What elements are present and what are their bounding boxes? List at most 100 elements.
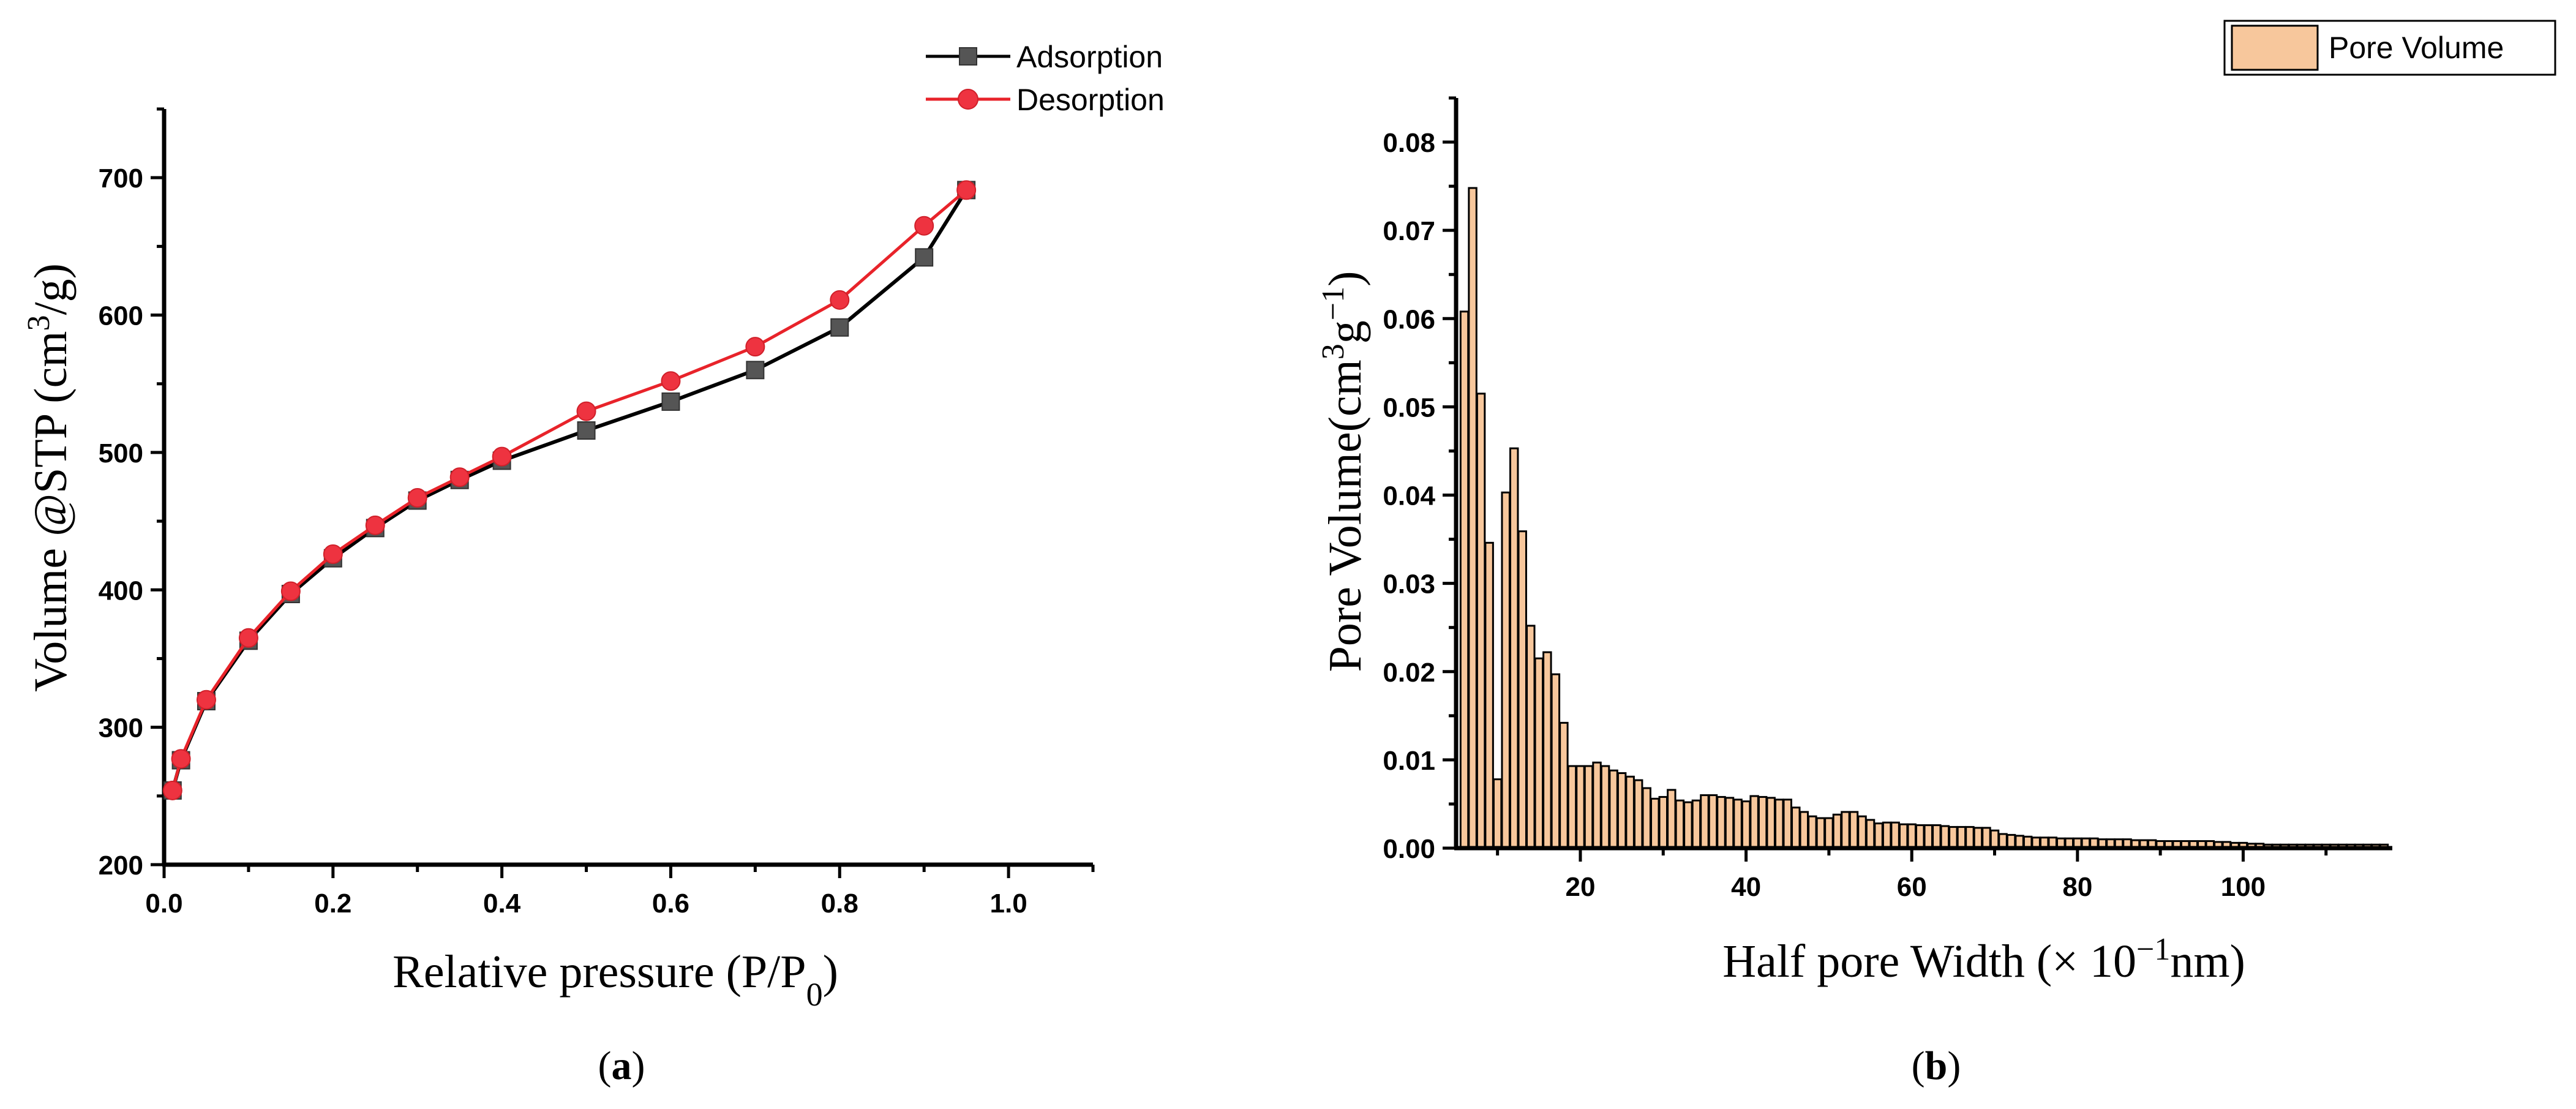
chart-b-bar [1609,769,1618,849]
chart-a-y-axis-title: Volume @STP (cm3/g) [21,263,77,692]
chart-a-x-tick-label: 0.6 [652,889,689,919]
chart-a-desorption-point [280,581,301,601]
chart-a-desorption-point [830,290,850,310]
chart-b-bar [1550,673,1561,849]
chart-b-bar [1766,797,1776,849]
chart-a-x-ticks: 0.0 0.2 0.4 0.6 0.8 1.0 [145,865,1095,919]
chart-b-bar [1617,772,1627,849]
chart-a-desorption-point [196,690,216,710]
chart-b-y-ticks: 0.00 0.01 0.02 0.03 0.04 0.05 0.06 0.07 0.08 [1383,96,1456,864]
bar-swatch-icon [2231,24,2319,71]
chart-b-y-axis-title: Pore Volume(cm3g−1) [1316,271,1372,672]
chart-b-bar [1907,823,1917,849]
chart-b-pore-distribution: 20 40 60 80 100 0.00 0.01 0.02 0.03 0.04 0.05 0.06… [1316,20,2556,1088]
chart-b-bar [1932,824,1942,849]
chart-b-bar [1583,765,1594,849]
chart-a-y-tick-label: 500 [99,438,143,468]
chart-b-x-tick-label: 100 [2221,872,2266,902]
chart-b-y-tick-label: 0.05 [1383,393,1435,423]
chart-a-legend: Adsorption Desorption [926,40,1165,117]
chart-b-legend-label: Pore Volume [2329,31,2504,65]
chart-b-bar [1509,447,1519,849]
chart-b-bar [1741,800,1751,849]
chart-b-bar [1600,765,1610,849]
chart-b-bar [1774,799,1784,849]
chart-b-bar [1956,825,1967,849]
chart-b-bar [1650,797,1660,849]
chart-a-y-tick-label: 400 [99,576,143,606]
chart-a-desorption-point [576,401,596,421]
chart-b-y-tick-label: 0.07 [1383,216,1435,246]
chart-b-x-tick-label: 60 [1897,872,1927,902]
chart-b-bar [1683,801,1693,849]
chart-b-bar [1948,825,1958,849]
chart-a-desorption-point [914,216,934,236]
chart-a-desorption-point [171,749,191,769]
chart-a-panel-label: (a) [598,1043,645,1088]
chart-a-desorption-point [323,544,343,564]
chart-b-bar [1468,187,1478,849]
chart-b-bar [1989,829,2000,849]
chart-b-y-tick-label: 0.06 [1383,304,1435,334]
chart-a-y-ticks: 200 300 400 500 600 700 [99,107,164,881]
chart-a-y-tick-label: 700 [99,164,143,194]
chart-a-axes [162,109,1093,867]
chart-b-bar [1501,491,1511,849]
chart-b-bar [1492,778,1503,849]
chart-b-bar [1675,799,1685,849]
chart-a-desorption-point [956,180,977,200]
chart-b-bar [1915,824,1925,849]
chart-a-legend-desorption: Desorption [926,83,1165,117]
chart-b-panel-letter: b [1925,1043,1948,1088]
chart-a-desorption-point [162,780,182,800]
chart-b-bar [1890,821,1900,849]
chart-a-desorption-point [745,337,765,357]
circle-marker-icon [958,89,978,110]
chart-a-desorption-point [449,467,470,487]
chart-b-panel-label: (b) [1912,1043,1961,1088]
chart-b-bar [1559,721,1569,849]
chart-a-x-tick-label: 0.4 [483,889,521,919]
chart-b-bar [1534,657,1544,849]
chart-b-axes [1454,98,2392,851]
chart-b-bar [1716,795,1726,849]
chart-b-y-tick-label: 0.03 [1383,570,1435,600]
chart-b-bar [1923,824,1933,849]
chart-b-bar [1816,817,1826,849]
chart-a-desorption-point [365,515,385,535]
square-marker-icon [959,47,977,66]
chart-b-bar [1849,811,1859,849]
chart-a-adsorption-point [915,248,934,267]
chart-b-bar [1700,794,1710,849]
chart-b-legend: Pore Volume [2223,20,2556,76]
chart-b-bar [1981,827,1991,849]
chart-a-adsorption-point [830,318,849,337]
chart-b-bar [1857,815,1867,849]
chart-a-adsorption-point [661,392,680,411]
chart-a-x-tick-label: 0.8 [821,889,858,919]
chart-b-bar [1476,393,1486,849]
chart-b-bar [1633,779,1643,849]
chart-a-x-tick-label: 0.2 [314,889,351,919]
chart-b-bar [1865,819,1876,849]
chart-b-bar [1708,794,1718,849]
chart-a-desorption-point [238,628,258,648]
chart-a-y-tick-label: 200 [99,851,143,881]
chart-b-bar [1526,625,1536,849]
chart-b-y-tick-label: 0.08 [1383,128,1435,158]
chart-a-series-desorption [162,180,977,800]
chart-b-bar [1808,815,1817,849]
chart-a-legend-label: Desorption [1016,83,1165,117]
chart-b-y-tick-label: 0.00 [1383,834,1435,864]
chart-b-bar [1757,795,1768,849]
chart-b-bar [1459,310,1470,849]
chart-b-bar [1567,765,1577,849]
chart-b-bar [1965,825,1975,849]
chart-b-x-tick-label: 40 [1731,872,1761,902]
chart-b-bar [1667,789,1677,849]
chart-b-bar [1882,821,1892,849]
chart-a-legend-label: Adsorption [1016,40,1163,74]
chart-b-bar [1625,775,1635,849]
chart-a-desorption-point [407,487,427,508]
